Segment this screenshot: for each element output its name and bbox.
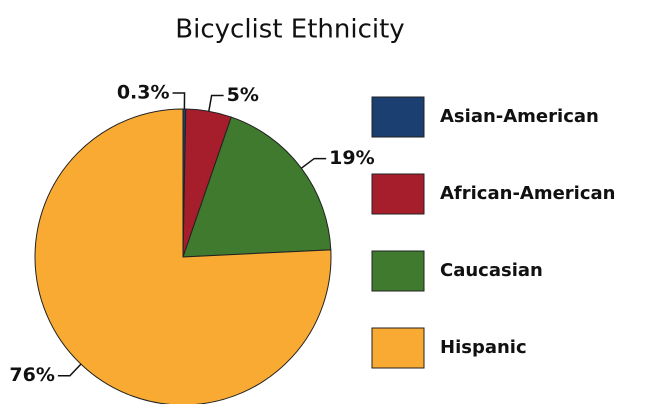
data-label: 5%: [227, 84, 259, 106]
legend-swatch: [371, 96, 425, 138]
leader-line: [57, 363, 82, 377]
legend-swatch: [371, 173, 425, 215]
leader-line: [208, 94, 224, 112]
pie-slice: [34, 108, 332, 404]
pie-slice: [182, 116, 332, 258]
legend-label: Hispanic: [440, 337, 527, 358]
legend-label: Asian-American: [440, 106, 599, 127]
data-label: 76%: [9, 364, 54, 386]
legend-swatch: [371, 327, 425, 369]
legend-label: Caucasian: [440, 260, 543, 281]
leader-line: [300, 157, 327, 169]
leader-line: [172, 92, 186, 110]
legend-swatch: [371, 250, 425, 292]
chart-title: Bicyclist Ethnicity: [175, 15, 404, 45]
data-label: 0.3%: [117, 82, 170, 104]
legend-label: African-American: [440, 183, 615, 204]
data-label: 19%: [329, 147, 374, 169]
